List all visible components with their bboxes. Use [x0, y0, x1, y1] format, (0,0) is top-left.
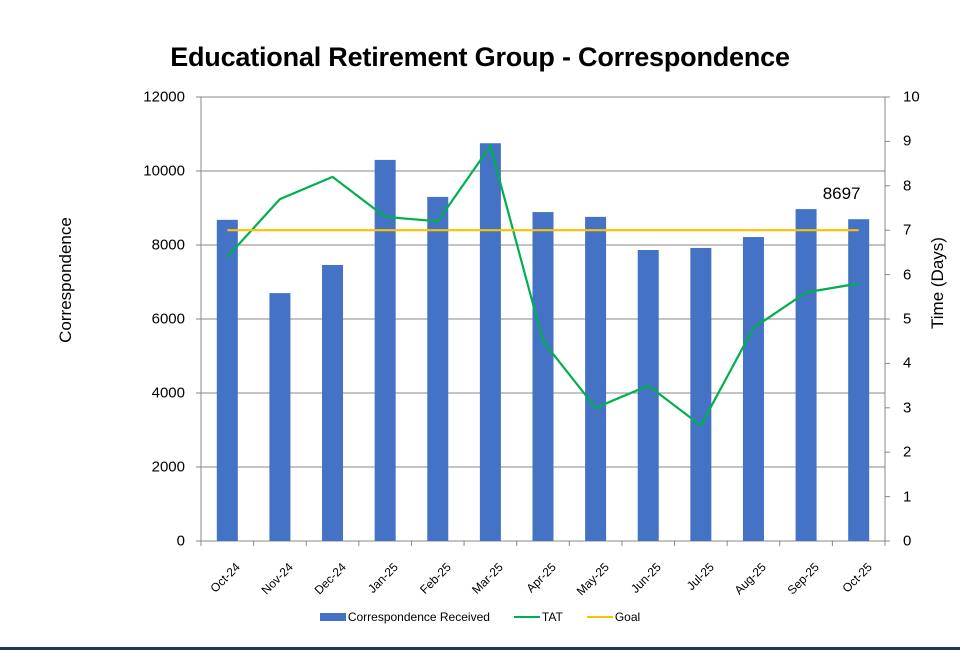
legend-label: Correspondence Received: [347, 610, 490, 624]
chart-title: Educational Retirement Group - Correspon…: [170, 42, 790, 72]
bar: [848, 219, 870, 541]
y2-tick-label: 8: [903, 177, 912, 195]
legend-label: Goal: [614, 610, 641, 624]
y-tick-label: 12000: [143, 88, 185, 106]
bottom-divider: [0, 647, 960, 650]
y-tick-label: 2000: [151, 458, 185, 476]
bar: [690, 247, 712, 541]
bar: [585, 216, 607, 541]
bar: [427, 196, 449, 541]
bar: [322, 264, 344, 541]
legend-label: TAT: [541, 610, 563, 624]
bar-swatch-icon: [319, 613, 346, 621]
y-tick-label: 0: [176, 532, 185, 550]
line-swatch-icon: [586, 616, 613, 618]
legend-item-tat: TAT: [513, 610, 563, 624]
bar: [216, 219, 238, 541]
legend-item-correspondence: Correspondence Received: [319, 610, 490, 624]
bar: [637, 249, 659, 541]
legend: Correspondence Received TAT Goal: [0, 610, 960, 624]
legend-item-goal: Goal: [586, 610, 641, 624]
bar: [269, 293, 291, 541]
data-label: 8697: [822, 184, 861, 204]
y2-tick-label: 0: [903, 532, 912, 550]
y-tick-label: 10000: [143, 162, 185, 180]
bar: [374, 159, 396, 541]
y-tick-label: 8000: [151, 236, 185, 254]
bar: [742, 237, 764, 542]
y2-tick-label: 5: [903, 310, 912, 328]
y2-tick-label: 9: [903, 132, 912, 150]
y2-tick-label: 7: [903, 221, 912, 239]
y2-tick-label: 6: [903, 266, 912, 284]
y-tick-label: 4000: [151, 384, 185, 402]
y-tick-label: 6000: [151, 310, 185, 328]
y2-tick-label: 3: [903, 399, 912, 417]
y2-tick-label: 1: [903, 488, 912, 506]
y2-tick-label: 2: [903, 443, 912, 461]
bar: [532, 212, 554, 541]
line-tat: [226, 144, 859, 427]
y2-tick-label: 10: [903, 88, 920, 106]
line-swatch-icon: [513, 616, 540, 618]
bar: [795, 209, 817, 542]
bar: [479, 143, 501, 541]
y2-tick-label: 4: [903, 354, 912, 372]
